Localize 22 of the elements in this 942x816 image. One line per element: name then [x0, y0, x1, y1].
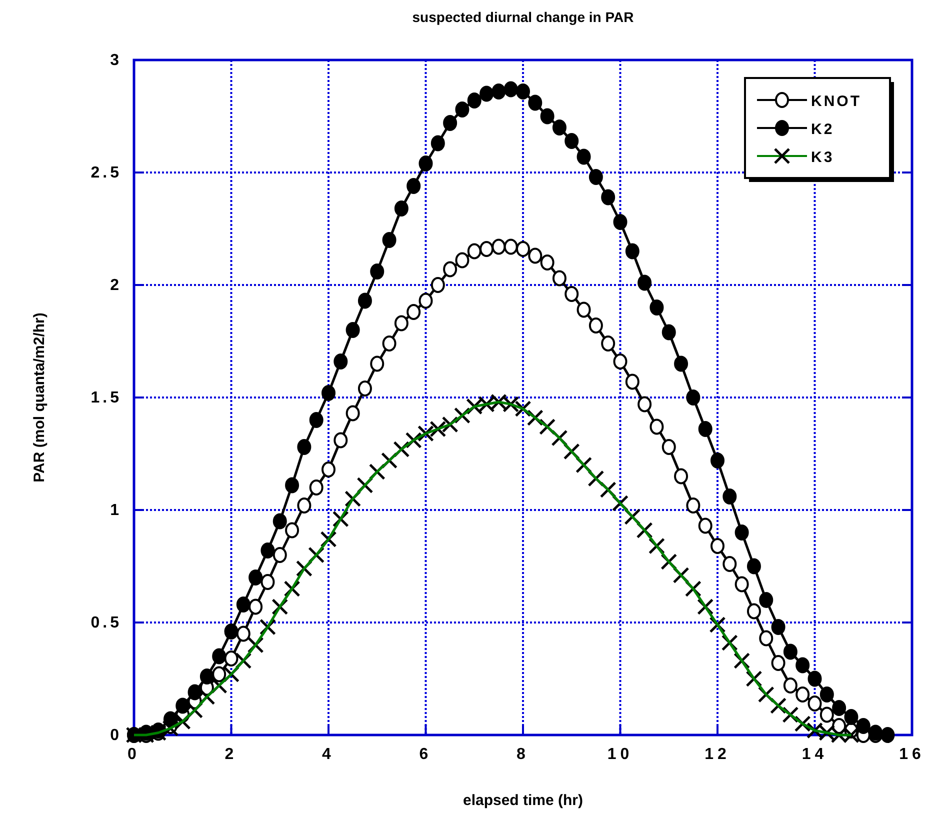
y-tick-label: 2 — [110, 277, 122, 294]
x-tick-label: 16 — [899, 746, 925, 763]
y-tick-label: 0.5 — [90, 614, 122, 632]
x-tick-label: 4 — [322, 746, 335, 763]
x-axis-title: elapsed time (hr) — [462, 792, 584, 809]
y-tick-label: 2.5 — [90, 164, 122, 182]
x-tick-label: 0 — [128, 746, 140, 763]
y-tick-label: 0 — [110, 727, 122, 744]
x-tick-label: 10 — [607, 746, 634, 763]
x-tick-label: 12 — [704, 746, 730, 763]
legend-label: K3 — [811, 149, 834, 166]
legend-label: KNOT — [811, 93, 862, 110]
y-axis-title: PAR (mol quanta/m2/hr) — [31, 312, 48, 482]
legend-label: K2 — [811, 121, 834, 138]
y-tick-label: 3 — [110, 52, 122, 69]
y-tick-label: 1 — [110, 502, 122, 519]
x-tick-label: 6 — [419, 746, 432, 763]
x-tick-label: 2 — [224, 746, 238, 763]
y-tick-label: 1.5 — [90, 390, 122, 406]
chart-title: suspected diurnal change in PAR — [412, 9, 634, 25]
x-tick-label: 8 — [516, 746, 530, 763]
x-tick-label: 14 — [802, 746, 828, 763]
